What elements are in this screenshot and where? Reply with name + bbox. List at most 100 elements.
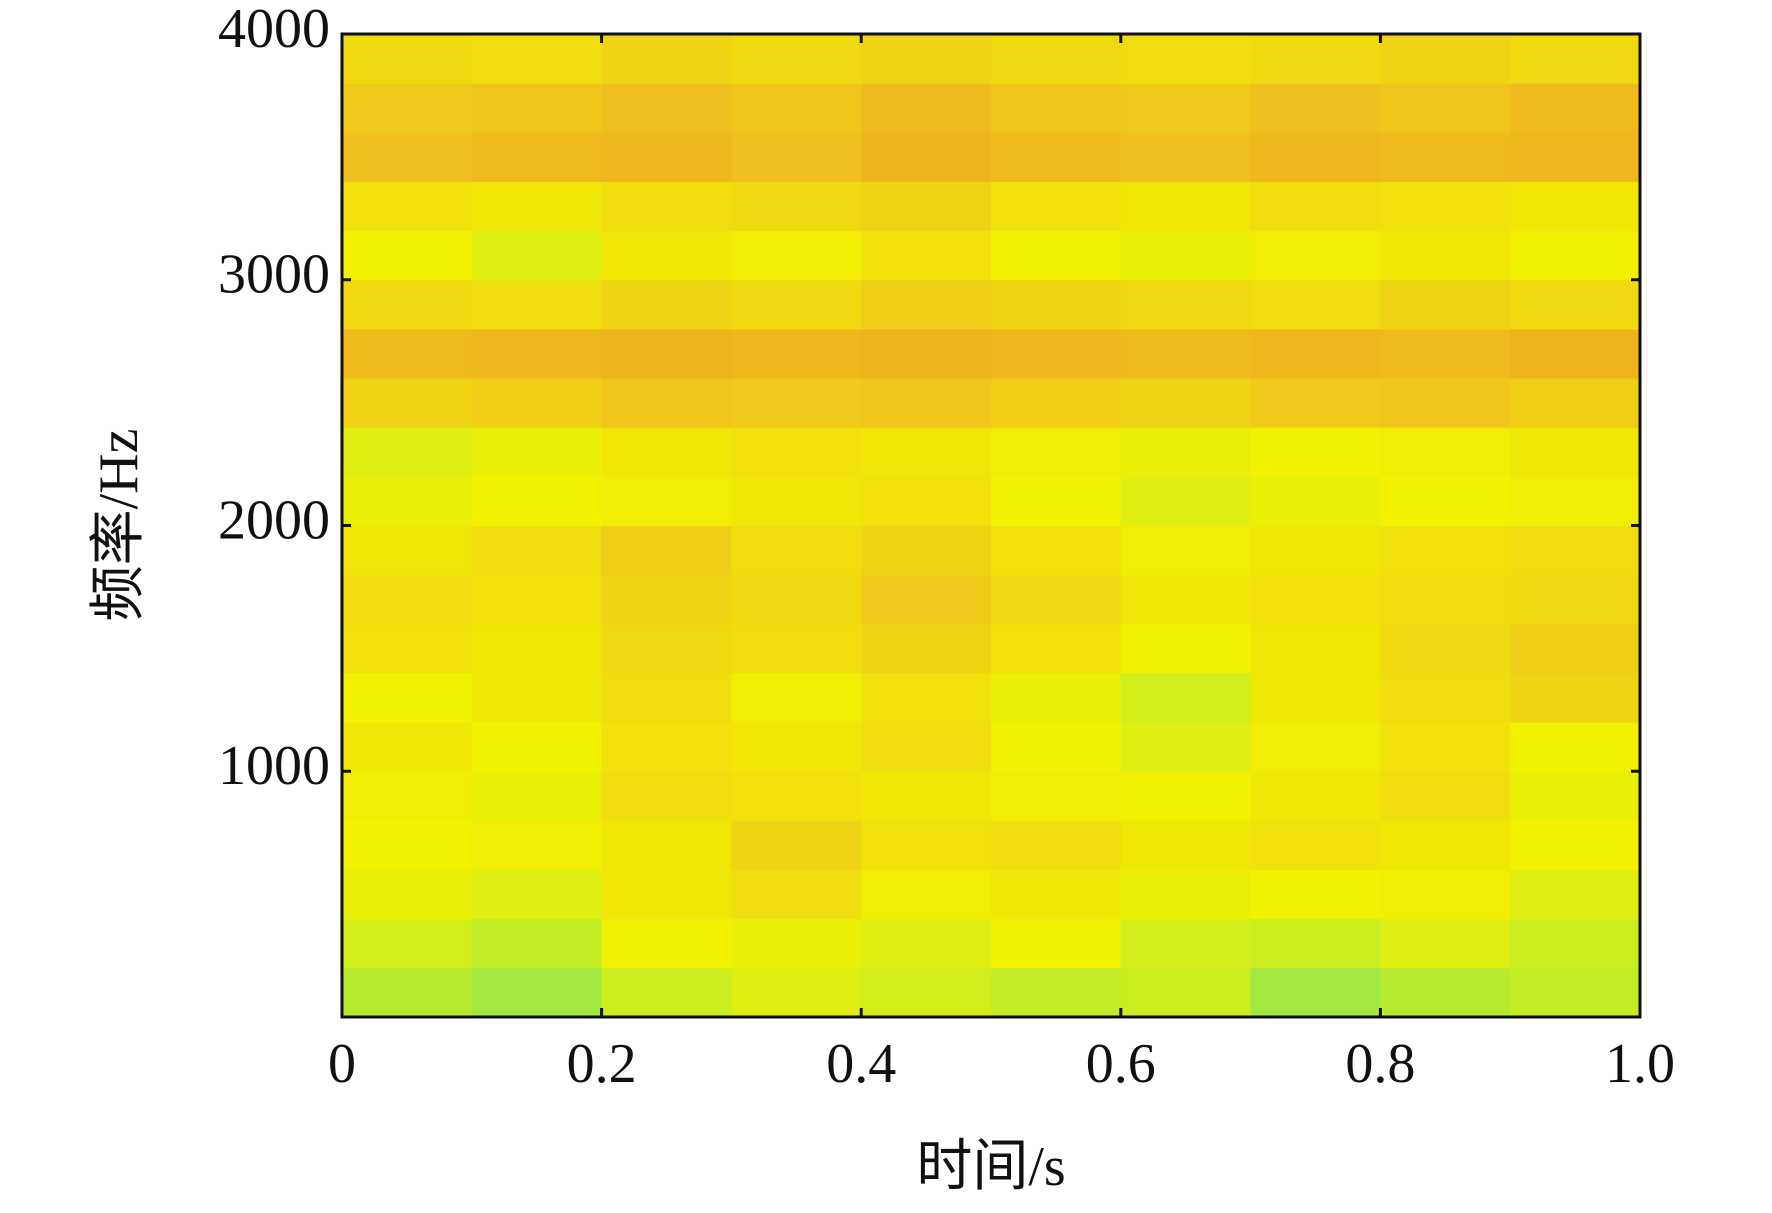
heatmap-cell [991,378,1122,428]
heatmap-cell [1120,574,1252,625]
heatmap-cell [471,820,603,871]
heatmap-cell [601,869,732,920]
heatmap-cell [731,83,862,133]
heatmap-cell [861,83,992,133]
heatmap-cell [861,722,992,772]
heatmap-cell [1380,279,1511,330]
heatmap-cell [1250,132,1381,182]
x-tick-label: 0.6 [1086,1033,1156,1095]
heatmap-cell [471,574,603,625]
heatmap-cell [1250,722,1381,772]
heatmap-cell [861,623,992,674]
heatmap-cell [471,869,603,920]
heatmap-cell [1510,771,1641,821]
heatmap-cell [601,476,732,526]
heatmap-cell [342,34,473,84]
heatmap-cell [342,869,473,920]
heatmap-cell [991,476,1122,526]
heatmap-cell [1380,967,1511,1018]
heatmap-cell [471,918,603,969]
heatmap-cell [601,230,732,281]
x-tick-label: 0.2 [567,1033,637,1095]
heatmap-cell [1120,181,1252,232]
heatmap-cell [1120,279,1252,330]
heatmap-cell [991,34,1122,84]
heatmap-cell [342,967,473,1018]
heatmap-cell [731,869,862,920]
heatmap-cell [1120,771,1252,821]
heatmap-cell [1380,132,1511,182]
x-tick-label: 1.0 [1605,1033,1675,1095]
heatmap-cell [1510,132,1641,182]
x-tick-label: 0.8 [1345,1033,1415,1095]
heatmap-cell [1120,476,1252,526]
heatmap-cell [1250,83,1381,133]
heatmap-cell [1250,34,1381,84]
heatmap-cell [601,820,732,871]
heatmap-cell [471,722,603,772]
y-axis-label: 频率/Hz [88,429,150,622]
heatmap-cell [601,967,732,1018]
heatmap-cell [601,574,732,625]
heatmap-cell [342,525,473,576]
heatmap-cell [1510,427,1641,477]
heatmap-cell [861,181,992,232]
heatmap-cell [861,574,992,625]
heatmap-cell [471,378,603,428]
heatmap-cell [1120,869,1252,920]
heatmap-cell [342,279,473,330]
heatmap-cell [731,328,862,379]
heatmap-cell [731,132,862,182]
heatmap-cell [1510,722,1641,772]
heatmap-cell [861,967,992,1018]
heatmap-cell [861,672,992,723]
heatmap-cell [471,83,603,133]
heatmap-cell [1120,918,1252,969]
heatmap-cell [1120,623,1252,674]
heatmap-cell [731,967,862,1018]
heatmap-cell [991,279,1122,330]
heatmap-cell [861,771,992,821]
heatmap-cell [1510,623,1641,674]
heatmap-cell [991,328,1122,379]
heatmap-cell [731,722,862,772]
heatmap-cell [731,918,862,969]
heatmap-cell [601,722,732,772]
heatmap-cell [601,83,732,133]
heatmap-cell [471,181,603,232]
heatmap-cell [601,378,732,428]
heatmap-cell [731,574,862,625]
heatmap-cell [1250,820,1381,871]
heatmap-cell [1380,83,1511,133]
y-tick-label: 2000 [218,489,330,551]
heatmap-cell [342,918,473,969]
heatmap-cell [1250,378,1381,428]
heatmap-cell [991,918,1122,969]
heatmap-cell [731,672,862,723]
heatmap-cell [991,181,1122,232]
heatmap-cell [731,427,862,477]
heatmap-cell [601,132,732,182]
heatmap-cell [1120,722,1252,772]
heatmap-cell [1250,771,1381,821]
heatmap-cell [1380,623,1511,674]
heatmap-cell [1250,869,1381,920]
heatmap-cell [731,476,862,526]
heatmap-cell [731,771,862,821]
heatmap-cell [1250,525,1381,576]
heatmap-cell [1510,574,1641,625]
heatmap-cell [1120,34,1252,84]
heatmap-cell [1510,869,1641,920]
heatmap-cell [471,279,603,330]
heatmap-cell [1120,525,1252,576]
heatmap-cell [601,34,732,84]
heatmap-cell [1510,328,1641,379]
heatmap-cell [601,181,732,232]
heatmap-cell [471,476,603,526]
heatmap-cell [861,230,992,281]
heatmap-cell [991,132,1122,182]
heatmap-cell [731,181,862,232]
heatmap-cell [731,34,862,84]
heatmap-cell [1120,83,1252,133]
heatmap-cell [1380,476,1511,526]
